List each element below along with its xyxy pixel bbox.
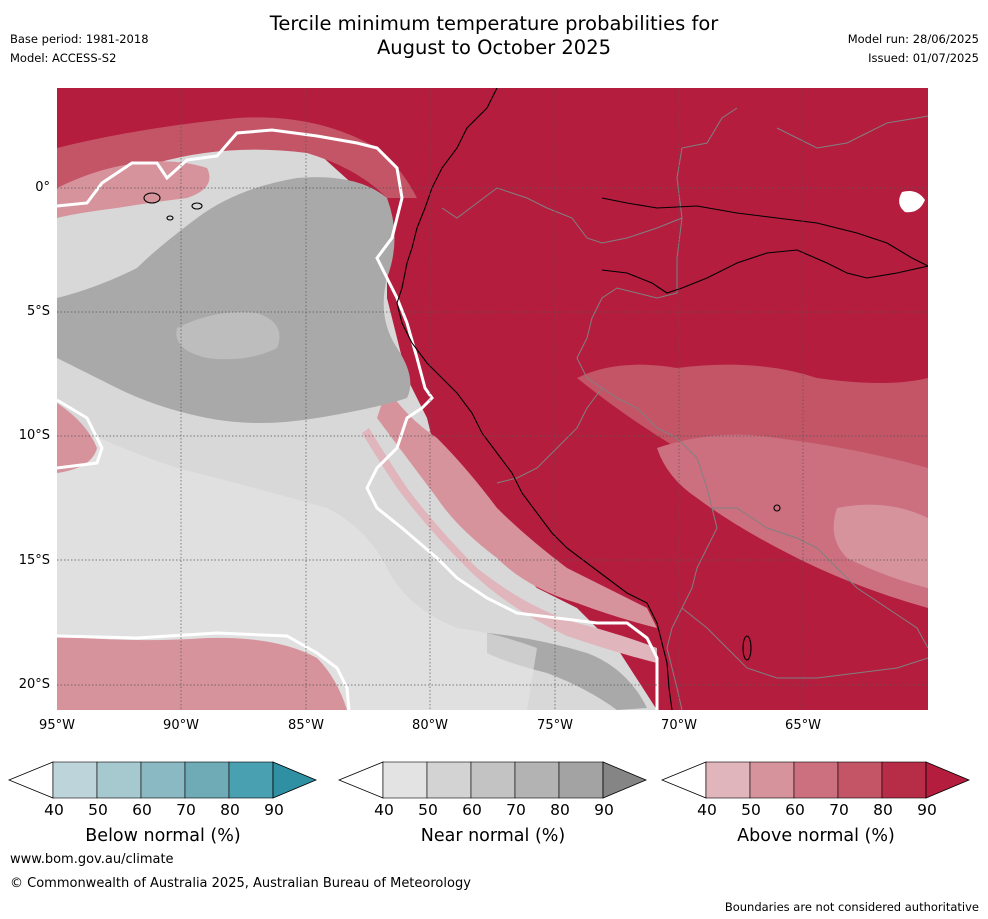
near-normal-mid-region [176, 312, 280, 360]
colorbar-cell [705, 761, 751, 799]
colorbar-title-near-normal: Near normal (%) [420, 826, 566, 846]
above-normal-west-patch [57, 403, 97, 473]
colorbar-low-extension [8, 761, 54, 799]
colorbar-cell [793, 761, 839, 799]
above-normal-dark-region [57, 88, 928, 710]
colorbar-tick: 60 [462, 801, 482, 819]
lat-tick-label: 0° [35, 180, 50, 195]
coastlines [143, 88, 928, 710]
base-period-label: Base period: 1981-2018 [10, 32, 149, 46]
colorbar-cell [881, 761, 927, 799]
colorbar-title-above-normal: Above normal (%) [737, 826, 895, 846]
colorbar-tick: 50 [741, 801, 761, 819]
colorbar-below-normal [8, 761, 318, 799]
graticule [57, 88, 928, 710]
colorbar-cell [184, 761, 230, 799]
colorbar-title-below-normal: Below normal (%) [85, 826, 241, 846]
colorbar-cell [140, 761, 186, 799]
lon-tick-label: 65°W [785, 718, 821, 733]
colorbar-near-normal [338, 761, 648, 799]
colorbar-cell [749, 761, 795, 799]
island-outline [143, 192, 161, 204]
colorbar-high-extension [925, 761, 971, 799]
boundaries-disclaimer: Boundaries are not considered authoritat… [724, 900, 979, 914]
above-normal-sw-region [57, 636, 347, 710]
colorbar-low-extension [338, 761, 384, 799]
above-normal-coastal-band [377, 388, 657, 628]
above-normal-coastal-band-light [362, 428, 657, 663]
lon-tick-label: 80°W [412, 718, 448, 733]
title-line-2: August to October 2025 [376, 36, 612, 59]
map-title: Tercile minimum temperature probabilitie… [0, 12, 988, 60]
colorbar-tick: 90 [917, 801, 937, 819]
model-label: Model: ACCESS-S2 [10, 51, 117, 65]
lon-tick-label: 95°W [39, 718, 75, 733]
colorbar-tick: 90 [594, 801, 614, 819]
colorbar-tick: 80 [873, 801, 893, 819]
colorbar-tick: 60 [785, 801, 805, 819]
above-normal-lighter-region [833, 504, 928, 588]
lat-tick-label: 5°S [26, 304, 50, 319]
colorbar-tick: 80 [550, 801, 570, 819]
colorbar-tick: 80 [220, 801, 240, 819]
lon-tick-label: 70°W [661, 718, 697, 733]
copyright-text: © Commonwealth of Australia 2025, Austra… [10, 876, 471, 891]
colorbar-tick: 70 [506, 801, 526, 819]
lat-tick-label: 10°S [18, 428, 50, 443]
colorbar-cell [52, 761, 98, 799]
country-borders [441, 107, 928, 710]
lon-tick-label: 90°W [163, 718, 199, 733]
colorbar-low-extension [661, 761, 707, 799]
colorbar-tick: 60 [132, 801, 152, 819]
colorbar-cell [837, 761, 883, 799]
website-link[interactable]: www.bom.gov.au/climate [10, 852, 174, 867]
colorbar-tick: 40 [374, 801, 394, 819]
title-line-1: Tercile minimum temperature probabilitie… [269, 12, 719, 35]
lat-tick-label: 20°S [18, 677, 50, 692]
colorbar-above-normal [661, 761, 971, 799]
above-normal-se-island [899, 191, 925, 213]
colorbar-cell [470, 761, 516, 799]
colorbar-cell [426, 761, 472, 799]
colorbar-cell [514, 761, 560, 799]
colorbar-cell [382, 761, 428, 799]
near-normal-dark-region [57, 177, 411, 423]
colorbar-tick: 40 [697, 801, 717, 819]
colorbar-cell [558, 761, 604, 799]
model-run-label: Model run: 28/06/2025 [847, 32, 979, 46]
colorbar-tick: 90 [264, 801, 284, 819]
lon-tick-label: 75°W [537, 718, 573, 733]
colorbar-high-extension [272, 761, 318, 799]
colorbar-tick: 70 [176, 801, 196, 819]
colorbar-tick: 40 [44, 801, 64, 819]
issued-label: Issued: 01/07/2025 [868, 51, 979, 65]
colorbar-tick: 50 [88, 801, 108, 819]
above-normal-light-region [657, 434, 928, 608]
colorbar-cell [228, 761, 274, 799]
lon-tick-label: 85°W [288, 718, 324, 733]
colorbar-tick: 50 [418, 801, 438, 819]
colorbar-cell [96, 761, 142, 799]
colorbar-tick: 70 [829, 801, 849, 819]
colorbar-high-extension [602, 761, 648, 799]
lat-tick-label: 15°S [18, 553, 50, 568]
probability-map [57, 88, 928, 710]
